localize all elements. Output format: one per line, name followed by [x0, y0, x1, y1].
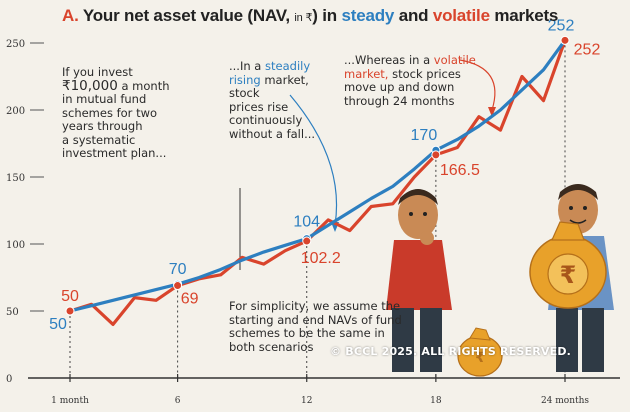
- volatile-data-label: 166.5: [440, 162, 480, 179]
- steady-data-label: 104: [293, 214, 320, 231]
- steady-line: [68, 38, 567, 313]
- x-tick-label: 24 months: [541, 396, 589, 406]
- title-mid: ) in: [312, 6, 337, 25]
- assumption-note: For simplicity, we assume the starting a…: [229, 299, 439, 354]
- volatile-line-2: market, stock prices: [344, 66, 504, 82]
- title-volatile-word: volatile: [432, 6, 490, 25]
- investor-puzzled-illustration: [386, 189, 452, 372]
- volatile-note: ...Whereas in a volatile market, stock p…: [344, 53, 504, 108]
- y-tick-label: 250: [6, 39, 25, 50]
- svg-text:₹: ₹: [560, 261, 577, 289]
- title-unit: in ₹: [294, 12, 313, 24]
- volatile-line2-rest: stock prices: [392, 66, 461, 81]
- volatile-point: [65, 306, 75, 316]
- intro-line: years through: [62, 119, 143, 133]
- volatile-point: [173, 281, 183, 291]
- data-labels: 50 50 70 69 104 102.2 170 166.5 252 252: [49, 17, 600, 333]
- chart-title: A. Your net asset value (NAV, in ₹) in s…: [62, 6, 558, 26]
- steady-line-1: ...In a steadily: [229, 59, 339, 74]
- volatile-line: move up and down: [344, 80, 455, 94]
- volatile-data-label: 69: [181, 291, 199, 308]
- intro-after-amount: a month: [121, 78, 170, 93]
- y-tick-label: 50: [6, 307, 19, 318]
- volatile-data-label: 102.2: [301, 250, 341, 267]
- x-tick-label: 18: [430, 396, 442, 406]
- intro-line: in mutual fund: [62, 92, 147, 106]
- small-money-bag-icon: ₹: [457, 327, 503, 377]
- y-tick-label: 200: [6, 106, 25, 117]
- title-suffix: markets: [494, 6, 559, 25]
- steady-data-label: 70: [169, 261, 187, 278]
- intro-line-1: If you invest: [62, 65, 133, 79]
- volatile-note-arrow: [459, 59, 496, 111]
- intro-line: a systematic: [62, 132, 136, 147]
- steady-line: without a fall...: [229, 126, 316, 141]
- volatile-line: through 24 months: [344, 93, 455, 108]
- steady-line: continuously: [229, 113, 303, 127]
- volatile-point: [431, 150, 441, 160]
- x-tick-label: 6: [175, 396, 181, 406]
- x-axis: 1 month 6 12 18 24 months: [51, 396, 589, 406]
- volatile-word: volatile: [433, 53, 476, 67]
- steady-line: stock: [229, 86, 260, 100]
- steady-line: prices rise: [229, 99, 289, 114]
- y-tick-label: 150: [6, 173, 25, 184]
- steady-note-arrow: [289, 94, 338, 226]
- series-layer: [65, 35, 570, 326]
- steady-note: ...In a steadily rising market, stock pr…: [229, 59, 339, 141]
- title-prefix: Your net asset value (NAV,: [82, 6, 290, 25]
- money-bag-rupee-icon: ₹: [529, 221, 607, 309]
- steady-word: steadily: [265, 59, 311, 73]
- volatile-data-label: 50: [61, 288, 79, 305]
- svg-text:₹: ₹: [475, 350, 485, 366]
- y-axis: 0 50 100 150 200 250: [6, 39, 25, 385]
- assumption-line: For simplicity, we assume the: [229, 299, 401, 313]
- volatile-line-1: ...Whereas in a volatile: [344, 53, 504, 68]
- steady-line2-rest: market,: [264, 72, 309, 87]
- title-and-word: and: [398, 6, 429, 25]
- title-steady-word: steady: [341, 6, 395, 25]
- copyright-notice: © BCCL 2025. ALL RIGHTS RESERVED.: [330, 345, 572, 358]
- intro-line: schemes for two: [62, 105, 158, 120]
- y-tick-label: 0: [6, 374, 12, 385]
- volatile-point: [560, 35, 570, 45]
- x-tick-label: 12: [301, 396, 312, 406]
- assumption-line: both scenarios: [229, 339, 314, 354]
- steady-data-label: 170: [411, 127, 438, 144]
- volatile-line2-word: market,: [344, 66, 389, 81]
- volatile-point: [302, 236, 312, 246]
- x-tick-label: 1 month: [51, 396, 89, 406]
- steady-prefix: ...In a: [229, 59, 262, 73]
- steady-line2-word: rising: [229, 72, 261, 87]
- intro-amount: ₹10,000: [62, 77, 118, 94]
- steady-data-label: 252: [548, 17, 575, 34]
- title-letter: A.: [62, 6, 79, 25]
- steady-data-label: 50: [49, 316, 67, 333]
- y-tick-label: 100: [6, 240, 25, 251]
- volatile-prefix: ...Whereas in a: [344, 53, 431, 67]
- volatile-data-label: 252: [574, 41, 601, 58]
- volatile-note-arrowhead: [488, 107, 496, 117]
- assumption-line: starting and end NAVs of fund: [229, 312, 402, 327]
- intro-line: investment plan...: [62, 146, 167, 160]
- steady-line-2: rising market,: [229, 72, 339, 88]
- intro-note: If you invest ₹10,000 a month in mutual …: [62, 65, 182, 161]
- intro-line-2: ₹10,000 a month: [62, 77, 182, 94]
- assumption-line: schemes to be the same in: [229, 326, 385, 340]
